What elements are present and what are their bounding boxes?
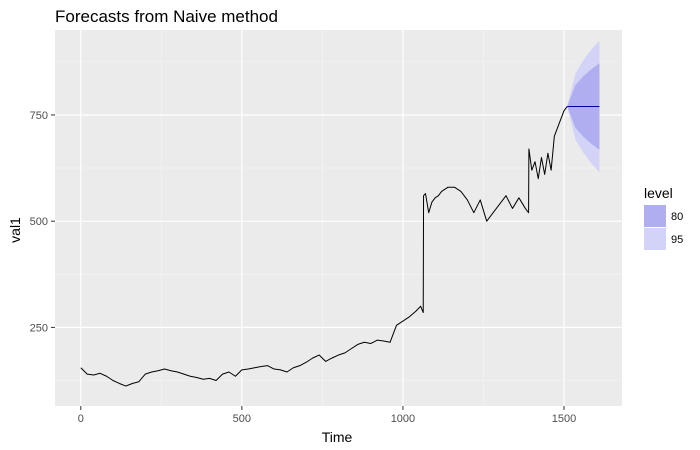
legend-label-95: 95 <box>671 234 683 246</box>
legend-label-80: 80 <box>671 211 683 223</box>
y-tick-label: 250 <box>30 322 48 334</box>
series-lines <box>80 105 600 387</box>
legend-key-80 <box>644 205 666 227</box>
x-tick-label: 500 <box>233 413 251 425</box>
chart-title: Forecasts from Naive method <box>55 7 278 26</box>
y-tick-label: 500 <box>30 216 48 228</box>
y-tick-label: 750 <box>30 110 48 122</box>
plot-panel <box>55 30 622 406</box>
y-axis-title: val1 <box>7 217 23 243</box>
x-tick-label: 0 <box>78 413 84 425</box>
y-axis-ticks: 250 500 750 <box>30 110 55 334</box>
grid-lines <box>55 30 622 406</box>
history-line <box>80 106 568 387</box>
x-tick-label: 1500 <box>552 413 576 425</box>
x-axis-ticks: 0 500 1000 1500 <box>78 406 576 425</box>
legend-key-95 <box>644 228 666 250</box>
x-tick-label: 1000 <box>391 413 415 425</box>
legend: level 80 95 <box>644 185 683 250</box>
legend-title: level <box>644 185 673 201</box>
x-axis-title: Time <box>322 429 353 445</box>
